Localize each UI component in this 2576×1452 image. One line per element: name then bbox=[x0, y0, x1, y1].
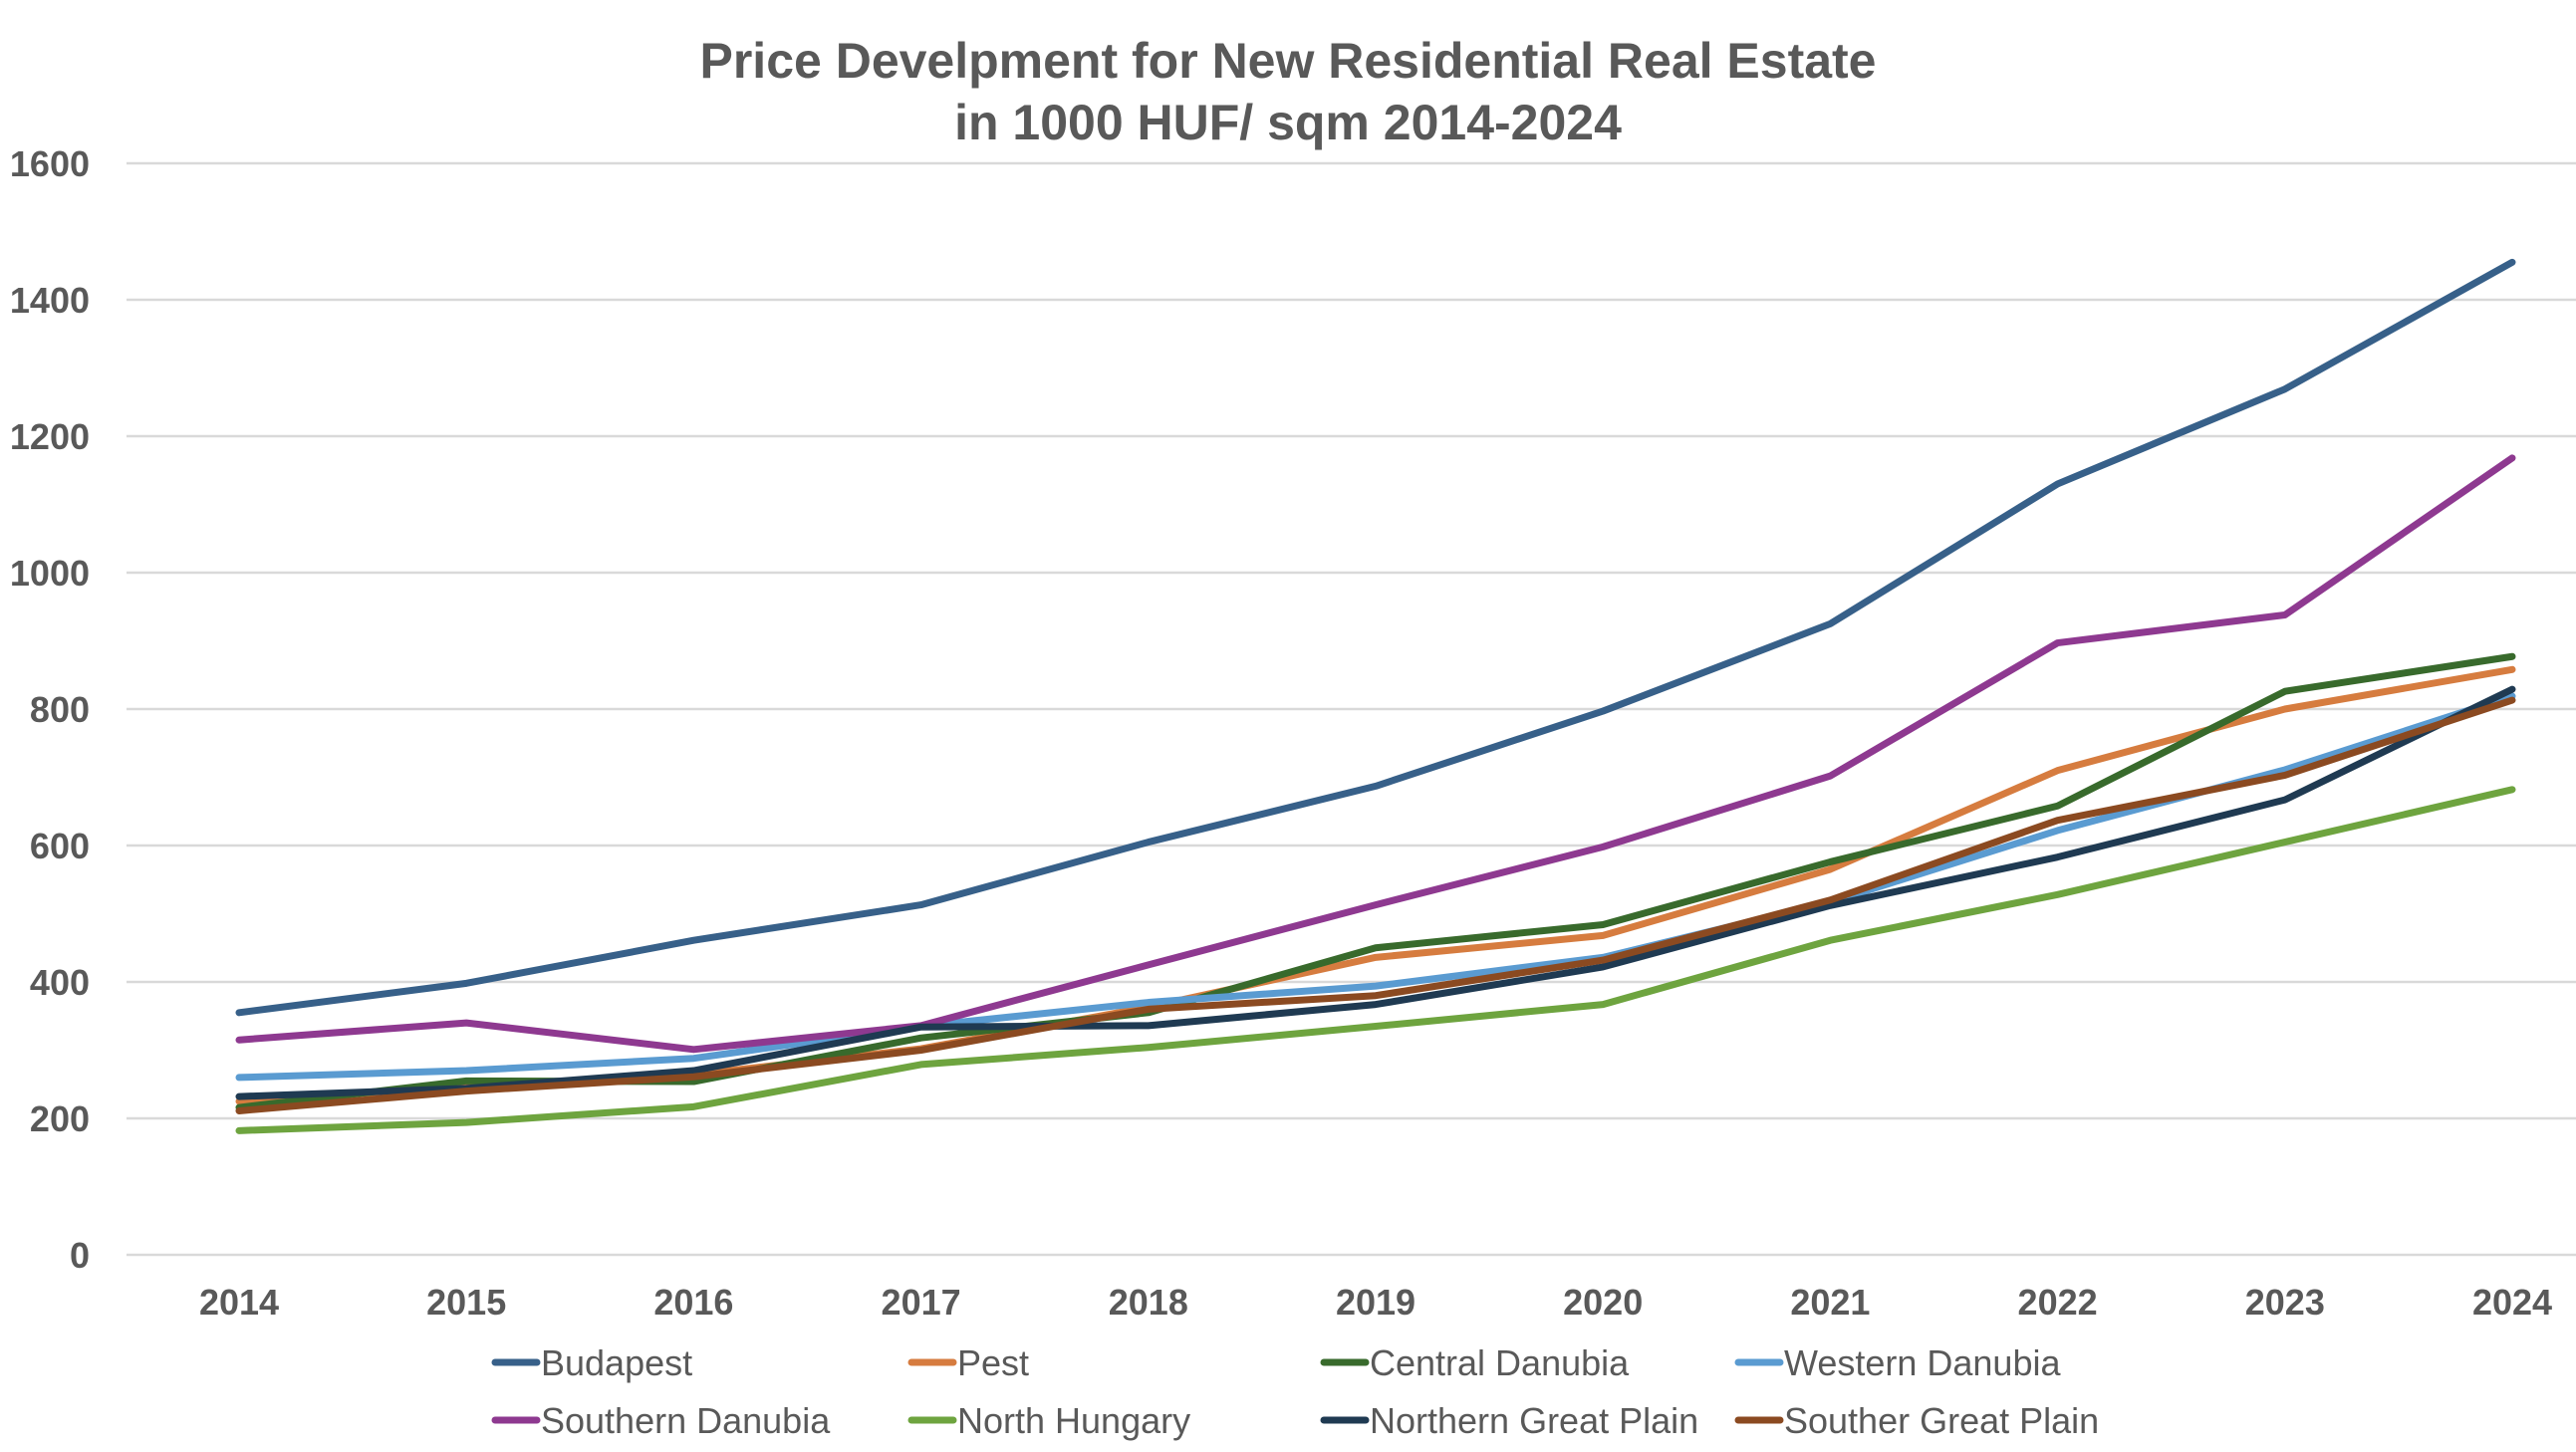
legend-label: Central Danubia bbox=[1370, 1342, 1630, 1383]
x-tick-label: 2016 bbox=[653, 1282, 733, 1323]
series-budapest bbox=[235, 258, 2516, 1017]
chart-title-line-1: Price Develpment for New Residential Rea… bbox=[700, 33, 1877, 89]
series-souther-great-plain bbox=[235, 696, 2516, 1114]
chart-title: Price Develpment for New Residential Rea… bbox=[700, 33, 1877, 150]
legend-item-central-danubia: Central Danubia bbox=[1320, 1342, 1630, 1383]
x-tick-label: 2021 bbox=[1790, 1282, 1870, 1323]
y-tick-label: 200 bbox=[30, 1098, 90, 1139]
legend-label: Budapest bbox=[541, 1342, 692, 1383]
legend-label: Souther Great Plain bbox=[1784, 1400, 2099, 1441]
series-northern-great-plain bbox=[235, 685, 2516, 1100]
legend: Budapest Pest Central Danubia Western Danub… bbox=[491, 1342, 2099, 1441]
x-tick-label: 2014 bbox=[199, 1282, 279, 1323]
x-axis: 2014 2015 2016 2017 2018 2019 2020 2021 2022 2023… bbox=[199, 1282, 2552, 1323]
legend-label: Western Danubia bbox=[1784, 1342, 2061, 1383]
series-southern-danubia bbox=[235, 454, 2516, 1054]
y-tick-label: 1200 bbox=[10, 416, 90, 457]
y-tick-label: 1000 bbox=[10, 553, 90, 594]
y-axis: 0 200 400 600 800 1000 1200 1400 1600 bbox=[10, 143, 90, 1276]
legend-label: Southern Danubia bbox=[541, 1400, 831, 1441]
legend-label: Northern Great Plain bbox=[1370, 1400, 1698, 1441]
x-tick-label: 2018 bbox=[1109, 1282, 1188, 1323]
y-tick-label: 1600 bbox=[10, 143, 90, 184]
series-north-hungary bbox=[235, 786, 2516, 1134]
legend-item-northern-great-plain: Northern Great Plain bbox=[1320, 1400, 1698, 1441]
x-tick-label: 2017 bbox=[882, 1282, 961, 1323]
legend-item-north-hungary: North Hungary bbox=[907, 1400, 1190, 1441]
legend-item-southern-danubia: Southern Danubia bbox=[491, 1400, 831, 1441]
legend-label: North Hungary bbox=[957, 1400, 1190, 1441]
legend-item-souther-great-plain: Souther Great Plain bbox=[1734, 1400, 2099, 1441]
legend-label: Pest bbox=[957, 1342, 1029, 1383]
y-tick-label: 1400 bbox=[10, 280, 90, 321]
series-layer bbox=[235, 258, 2516, 1134]
x-tick-label: 2022 bbox=[2018, 1282, 2098, 1323]
y-tick-label: 600 bbox=[30, 826, 90, 866]
legend-item-pest: Pest bbox=[907, 1342, 1029, 1383]
x-tick-label: 2015 bbox=[426, 1282, 506, 1323]
y-tick-label: 0 bbox=[70, 1235, 90, 1276]
x-tick-label: 2020 bbox=[1563, 1282, 1643, 1323]
x-tick-label: 2023 bbox=[2245, 1282, 2325, 1323]
x-tick-label: 2019 bbox=[1336, 1282, 1416, 1323]
y-tick-label: 800 bbox=[30, 689, 90, 730]
chart-title-line-2: in 1000 HUF/ sqm 2014-2024 bbox=[954, 95, 1622, 150]
legend-item-western-danubia: Western Danubia bbox=[1734, 1342, 2061, 1383]
x-tick-label: 2024 bbox=[2472, 1282, 2552, 1323]
y-tick-label: 400 bbox=[30, 962, 90, 1003]
legend-item-budapest: Budapest bbox=[491, 1342, 692, 1383]
